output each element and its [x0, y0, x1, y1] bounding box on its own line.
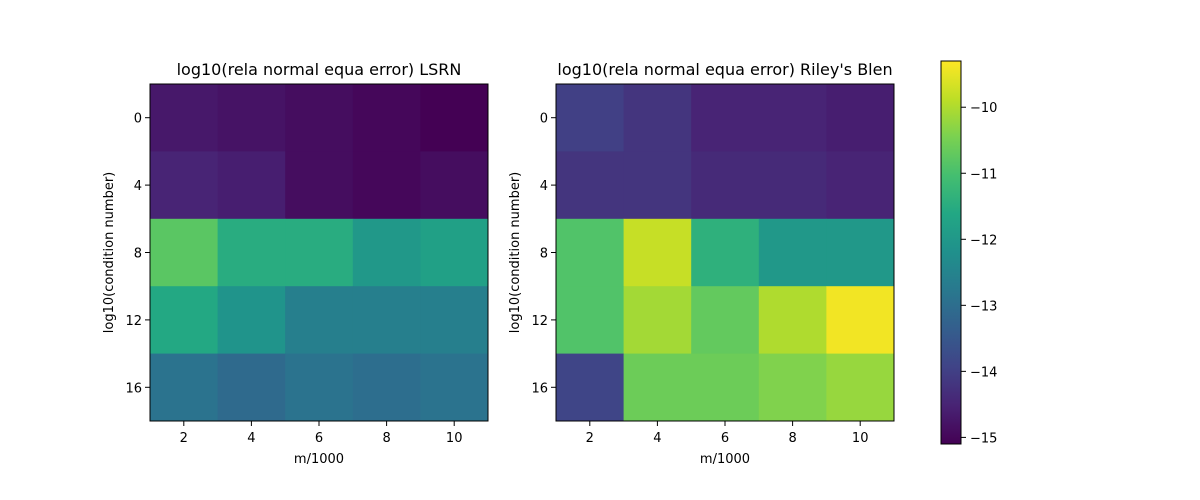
heatmap-cell [420, 84, 489, 152]
heatmap-cell [826, 286, 895, 355]
chart-title: log10(rela normal equa error) LSRN [177, 60, 462, 79]
heatmap-cell [285, 353, 354, 422]
heatmap-cell [556, 353, 625, 422]
heatmap-cell [150, 353, 219, 422]
heatmap-cell [556, 286, 625, 355]
heatmap-cell [352, 218, 421, 287]
x-tick-label: 10 [446, 431, 463, 446]
colorbar-gradient [941, 61, 961, 444]
heatmap-cell [826, 84, 895, 152]
heatmap-cell [691, 151, 760, 220]
y-tick-label: 4 [540, 179, 548, 194]
y-axis-label: log10(condition number) [102, 172, 117, 333]
chart-title: log10(rela normal equa error) Riley's Bl… [557, 60, 892, 79]
heatmap-cell [691, 286, 760, 355]
heatmap-cell [420, 218, 489, 287]
y-tick-label: 16 [531, 381, 548, 396]
x-axis-ticks: 2 4 6 8 10 [180, 421, 463, 446]
heatmap-cell [758, 151, 827, 220]
heatmap-cell [352, 353, 421, 422]
y-tick-label: 8 [540, 247, 548, 262]
colorbar-tick-label: −15 [970, 431, 997, 446]
heatmap-cell [826, 151, 895, 220]
heatmap-cells [150, 84, 489, 422]
heatmap-cell [420, 286, 489, 355]
heatmap-cell [150, 286, 219, 355]
heatmap-cell [758, 218, 827, 287]
heatmap-cell [826, 353, 895, 422]
colorbar-ticks: −10 −11 −12 −13 −14 −15 [961, 101, 997, 446]
heatmap-cell [758, 84, 827, 152]
heatmap-cell [420, 151, 489, 220]
colorbar-tick-label: −14 [970, 365, 997, 380]
x-tick-label: 6 [721, 431, 729, 446]
heatmap-cell [691, 84, 760, 152]
heatmap-cell [150, 151, 219, 220]
heatmap-cell [691, 353, 760, 422]
y-axis-ticks: 0 4 8 12 16 [531, 112, 556, 396]
heatmap-cell [150, 84, 219, 152]
heatmap-panel-lsrn: log10(rela normal equa error) LSRN 2 4 6 8 1… [102, 60, 489, 467]
y-tick-label: 8 [134, 247, 142, 262]
y-axis-ticks: 0 4 8 12 16 [125, 112, 150, 396]
heatmap-cell [285, 151, 354, 220]
x-tick-label: 10 [852, 431, 869, 446]
heatmap-cell [217, 84, 286, 152]
colorbar-tick-label: −10 [970, 101, 997, 116]
colorbar-tick-label: −11 [970, 167, 997, 182]
x-tick-label: 8 [788, 431, 796, 446]
colorbar: −10 −11 −12 −13 −14 −15 [940, 60, 997, 446]
heatmap-cell [623, 84, 692, 152]
heatmap-cell [623, 286, 692, 355]
heatmap-cell [826, 218, 895, 287]
y-tick-label: 12 [125, 314, 142, 329]
heatmap-cell [556, 84, 625, 152]
y-tick-label: 4 [134, 179, 142, 194]
heatmap-cell [758, 286, 827, 355]
heatmap-cell [623, 151, 692, 220]
heatmap-cell [285, 286, 354, 355]
heatmap-cell [217, 218, 286, 287]
x-tick-label: 4 [653, 431, 661, 446]
heatmap-cell [556, 218, 625, 287]
x-tick-label: 8 [382, 431, 390, 446]
heatmap-cell [285, 84, 354, 152]
heatmap-cell [623, 353, 692, 422]
y-tick-label: 12 [531, 314, 548, 329]
colorbar-tick-label: −13 [970, 299, 997, 314]
y-tick-label: 16 [125, 381, 142, 396]
y-tick-label: 0 [540, 112, 548, 127]
heatmap-cell [691, 218, 760, 287]
heatmap-cell [758, 353, 827, 422]
x-axis-ticks: 2 4 6 8 10 [586, 421, 869, 446]
heatmap-cell [352, 286, 421, 355]
colorbar-tick-label: −12 [970, 233, 997, 248]
x-tick-label: 4 [247, 431, 255, 446]
heatmap-cell [420, 353, 489, 422]
heatmap-cell [217, 286, 286, 355]
y-axis-label: log10(condition number) [508, 172, 523, 333]
y-tick-label: 0 [134, 112, 142, 127]
heatmap-cell [285, 218, 354, 287]
heatmap-cell [150, 218, 219, 287]
x-tick-label: 2 [180, 431, 188, 446]
heatmap-panel-rileys-blen: log10(rela normal equa error) Riley's Bl… [508, 60, 895, 467]
heatmap-cell [352, 84, 421, 152]
heatmap-cell [352, 151, 421, 220]
x-tick-label: 6 [315, 431, 323, 446]
heatmap-cell [217, 151, 286, 220]
x-axis-label: m/1000 [700, 452, 750, 467]
colorbar-frame [940, 60, 962, 445]
heatmap-cell [623, 218, 692, 287]
heatmap-cell [556, 151, 625, 220]
x-axis-label: m/1000 [294, 452, 344, 467]
x-tick-label: 2 [586, 431, 594, 446]
heatmap-cells [556, 84, 895, 422]
heatmap-cell [217, 353, 286, 422]
